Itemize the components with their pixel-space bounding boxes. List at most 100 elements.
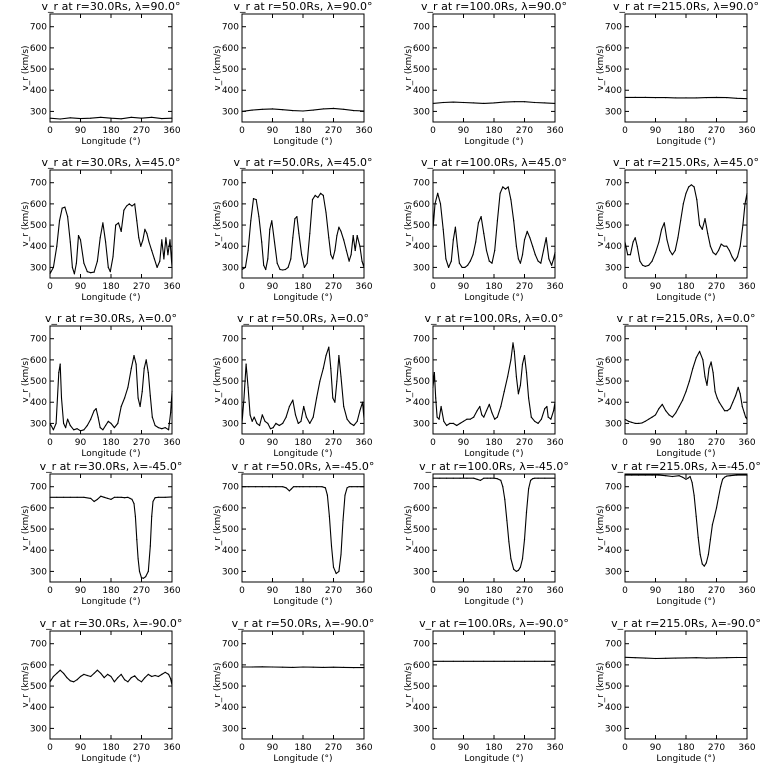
data-point [506,520,508,522]
chart-panel: v_r at r=30.0Rs, λ=90.0° 0 90 180 270 360 300 4… [21,0,181,147]
data-point [90,117,92,119]
data-point [171,684,173,686]
data-point [152,500,154,503]
x-tick-label: 270 [708,126,725,136]
x-tick-label: 270 [516,282,533,292]
data-point [335,572,337,575]
data-point [90,272,92,274]
x-axis-label: Longitude (°) [273,293,332,303]
plot-frame [624,325,748,435]
y-tick-label: 700 [30,640,47,650]
data-point [169,239,171,241]
data-point [624,656,626,658]
data-point [720,243,722,245]
data-point [459,477,461,479]
x-axis-label: Longitude (°) [656,754,715,764]
data-point [63,496,65,498]
data-point [144,677,146,679]
data-point [107,420,109,422]
y-tick-label: 700 [605,179,622,189]
data-point [479,405,481,408]
data-point [164,496,166,498]
data-point [682,399,684,401]
data-point [537,260,539,262]
data-point [434,203,436,205]
data-point [651,416,653,418]
x-tick-label: 360 [163,743,180,753]
data-point [120,118,122,120]
data-point [247,249,249,252]
data-point [123,209,125,211]
data-point [737,386,739,388]
data-point [742,224,744,226]
data-point [432,386,434,388]
chart-title: v_r at r=215.0Rs, λ=-90.0° [611,617,761,630]
x-tick-label: 90 [650,282,662,292]
data-point [634,657,636,659]
data-point [113,681,115,683]
x-tick-label: 0 [47,282,53,292]
data-point [654,97,657,99]
data-point [60,397,63,399]
y-axis-label: v_r (km/s) [404,45,414,90]
data-point [718,401,720,403]
data-point [263,264,265,266]
y-tick-label: 300 [30,263,47,273]
x-axis-label: Longitude (°) [81,754,140,764]
data-point [67,418,69,420]
data-point [288,490,290,492]
data-point [729,408,731,410]
x-tick-label: 90 [267,126,279,136]
data-point [292,486,295,488]
data-point [340,376,342,378]
data-point [503,391,505,393]
data-point [271,220,273,222]
y-tick-label: 600 [30,504,47,514]
chart-title: v_r at r=50.0Rs, λ=90.0° [234,0,373,13]
x-tick-label: 180 [294,282,311,292]
x-tick-label: 360 [163,126,180,136]
y-tick-label: 400 [222,86,239,96]
data-point [140,245,142,247]
data-point [282,109,284,111]
data-point [641,422,643,424]
plot-frame [624,473,748,583]
x-tick-label: 270 [516,586,533,596]
data-point [708,367,710,369]
data-point [540,418,543,420]
data-point [627,254,629,256]
data-point [312,666,314,668]
data-point [164,671,166,673]
data-point [345,249,347,252]
data-point [736,474,738,476]
data-point [309,232,311,235]
data-point [96,669,98,671]
y-tick-label: 600 [222,200,239,210]
data-point [69,496,71,498]
data-point [296,216,298,218]
x-tick-label: 90 [75,126,87,136]
y-tick-label: 300 [413,419,430,429]
y-tick-label: 600 [222,44,239,54]
data-point [685,478,687,480]
data-point [359,410,361,412]
data-point [665,410,667,412]
data-point [504,498,506,500]
data-point [300,420,302,422]
data-point [490,477,492,479]
series-line [241,346,365,430]
x-tick-label: 0 [622,282,628,292]
data-point [503,660,505,662]
data-point [90,675,92,678]
data-point [93,271,95,273]
data-point [127,496,129,498]
x-tick-label: 360 [546,743,563,753]
chart-panel: v_r at r=30.0Rs, λ=-45.0° 0 90 180 270 360 300… [21,460,182,607]
y-axis-label: v_r (km/s) [404,201,414,246]
data-point [340,230,342,232]
data-point [273,241,276,243]
data-point [127,681,129,683]
data-point [115,224,117,226]
data-point [476,410,478,412]
